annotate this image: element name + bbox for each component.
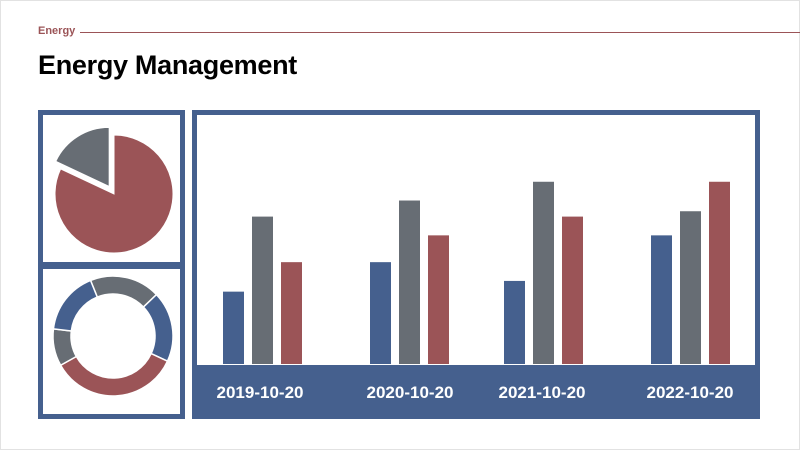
section-label: Energy — [38, 25, 76, 37]
donut-chart — [52, 275, 174, 397]
pie-chart — [54, 126, 174, 254]
section-divider — [80, 32, 800, 33]
donut-segment — [89, 275, 158, 309]
donut-chart-panel — [38, 264, 185, 419]
x-axis-band — [192, 365, 760, 419]
pie-slice — [54, 134, 174, 254]
pie-slice — [55, 126, 110, 188]
pie-chart-panel — [38, 110, 185, 267]
donut-segment — [142, 293, 174, 363]
donut-segment — [59, 352, 169, 397]
page-title: Energy Management — [38, 50, 297, 80]
donut-segment — [52, 279, 99, 332]
